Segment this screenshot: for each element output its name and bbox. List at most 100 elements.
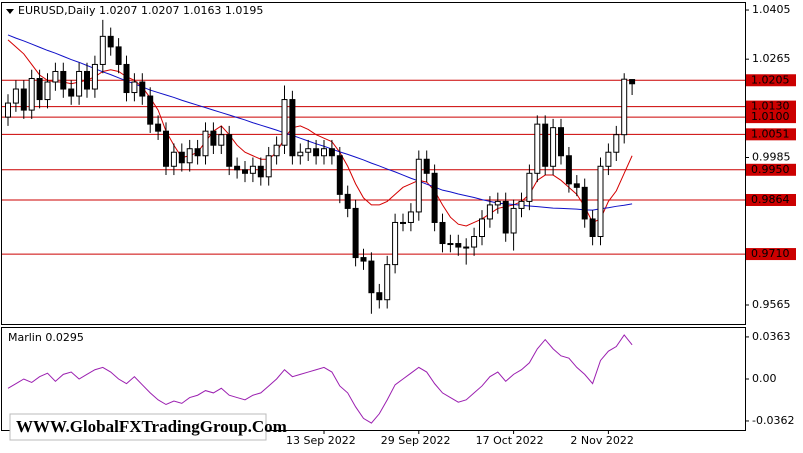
level-label: 0.9864 <box>751 193 790 206</box>
x-tick-label: 17 Oct 2022 <box>476 434 544 447</box>
x-tick-label: 2 Nov 2022 <box>570 434 633 447</box>
candle-body <box>12 88 19 104</box>
candle-body <box>471 236 478 248</box>
candle-body <box>218 134 225 146</box>
candle-body <box>147 95 154 125</box>
candle-body <box>84 70 90 90</box>
candle-body <box>589 218 596 238</box>
y-tick-label: 0.0363 <box>752 330 791 343</box>
candle-body <box>463 246 470 249</box>
candle-body <box>5 102 11 118</box>
candle-body <box>226 134 233 167</box>
candle-body <box>52 70 59 83</box>
candle-body <box>518 200 525 209</box>
candle-body <box>486 204 493 220</box>
candle-body <box>392 221 399 266</box>
candle-body <box>91 63 98 90</box>
level-label: 1.0205 <box>751 73 790 86</box>
candle-body <box>502 200 509 234</box>
candle-body <box>321 148 327 157</box>
candle-body <box>115 46 122 65</box>
x-tick-label: 29 Sep 2022 <box>381 434 451 447</box>
candle-body <box>155 123 162 132</box>
candle-body <box>352 207 359 259</box>
candle-body <box>565 155 572 185</box>
indicator-title: Marlin 0.0295 <box>8 331 84 344</box>
candle-body <box>573 183 580 188</box>
candle-body <box>20 88 27 111</box>
indicator-line <box>7 334 633 424</box>
y-tick-label: 0.9565 <box>752 298 791 311</box>
candle-body <box>305 148 312 153</box>
candle-body <box>368 260 375 294</box>
candle-body <box>28 77 35 111</box>
moving-average <box>7 34 633 211</box>
candle-body <box>242 169 248 174</box>
candle-body <box>202 130 209 157</box>
candle-body <box>273 144 280 157</box>
candle-body <box>510 207 517 234</box>
level-label-box <box>746 74 796 87</box>
candle-body <box>431 172 438 223</box>
candle-body <box>257 165 264 178</box>
candle-body <box>163 130 169 167</box>
candle-body <box>384 264 391 301</box>
candle-body <box>139 81 146 97</box>
candle-body <box>629 79 636 85</box>
candle-body <box>281 99 288 146</box>
candle-body <box>336 155 343 195</box>
y-tick-label: 0.00 <box>752 372 777 385</box>
level-label: 1.0100 <box>751 110 790 123</box>
candle-body <box>344 193 351 209</box>
candle-body <box>44 81 51 101</box>
x-tick-label: 13 Sep 2022 <box>286 434 356 447</box>
level-label-box <box>746 248 796 261</box>
candle-body <box>494 200 501 206</box>
y-tick-label: 1.0405 <box>752 3 791 16</box>
candle-body <box>107 35 114 48</box>
candle-body <box>581 186 588 220</box>
candle-body <box>194 148 201 157</box>
level-label-box <box>746 128 796 141</box>
candle-body <box>313 148 320 157</box>
candle-body <box>526 172 533 202</box>
candle-body <box>265 155 272 178</box>
candle-body <box>558 127 564 157</box>
candle-body <box>455 243 462 248</box>
candle-body <box>605 151 612 167</box>
candle-body <box>131 81 138 94</box>
watermark-box <box>9 413 267 441</box>
candle-body <box>249 165 256 174</box>
candle-body <box>178 151 185 164</box>
y-tick-label: 0.9985 <box>752 151 791 164</box>
candle-body <box>423 158 430 174</box>
level-label-box <box>746 193 796 206</box>
candle-body <box>597 165 604 238</box>
candle-body <box>407 211 414 223</box>
candle-body <box>415 158 422 213</box>
candle-body <box>439 221 446 245</box>
y-tick-label: 1.0265 <box>752 52 791 65</box>
candle-body <box>542 123 549 167</box>
level-label: 0.9710 <box>751 247 790 260</box>
candle-body <box>99 35 106 65</box>
candle-body <box>328 148 335 157</box>
level-label-box <box>746 163 796 176</box>
y-tick-label: -0.0362 <box>752 414 794 427</box>
candle-body <box>534 123 541 174</box>
level-label-box <box>746 100 796 113</box>
candle-body <box>550 127 557 167</box>
candle-body <box>447 243 454 246</box>
price-panel <box>1 2 746 325</box>
chart-title: EURUSD,Daily 1.0207 1.0207 1.0163 1.0195 <box>18 4 263 17</box>
level-label-box <box>746 111 796 124</box>
candle-body <box>289 99 296 157</box>
watermark: WWW.GlobalFXTradingGroup.Com <box>16 417 287 436</box>
candle-body <box>68 88 75 97</box>
candle-body <box>360 257 367 262</box>
candle-body <box>400 221 406 224</box>
candle-body <box>297 151 304 157</box>
